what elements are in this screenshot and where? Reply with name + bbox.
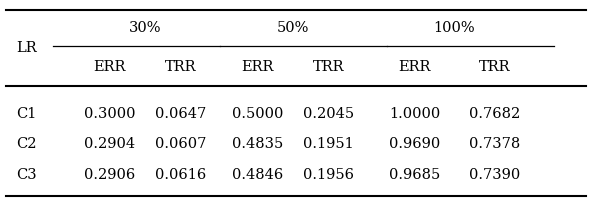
Text: 0.0616: 0.0616 [155, 168, 206, 182]
Text: 0.9690: 0.9690 [389, 138, 440, 151]
Text: C3: C3 [17, 168, 37, 182]
Text: 0.7390: 0.7390 [469, 168, 520, 182]
Text: ERR: ERR [94, 60, 126, 74]
Text: 30%: 30% [129, 21, 161, 35]
Text: 0.4835: 0.4835 [232, 138, 283, 151]
Text: 0.7682: 0.7682 [469, 107, 520, 121]
Text: LR: LR [17, 41, 37, 55]
Text: TRR: TRR [313, 60, 345, 74]
Text: ERR: ERR [398, 60, 430, 74]
Text: TRR: TRR [165, 60, 197, 74]
Text: 0.1956: 0.1956 [303, 168, 354, 182]
Text: TRR: TRR [478, 60, 510, 74]
Text: 0.9685: 0.9685 [389, 168, 440, 182]
Text: C2: C2 [17, 138, 37, 151]
Text: 0.2045: 0.2045 [303, 107, 354, 121]
Text: 0.5000: 0.5000 [232, 107, 283, 121]
Text: 0.2906: 0.2906 [84, 168, 135, 182]
Text: ERR: ERR [242, 60, 274, 74]
Text: 0.2904: 0.2904 [84, 138, 135, 151]
Text: 0.4846: 0.4846 [232, 168, 283, 182]
Text: 0.3000: 0.3000 [84, 107, 135, 121]
Text: C1: C1 [17, 107, 37, 121]
Text: 0.1951: 0.1951 [303, 138, 354, 151]
Text: 50%: 50% [277, 21, 309, 35]
Text: 1.0000: 1.0000 [389, 107, 440, 121]
Text: 0.7378: 0.7378 [469, 138, 520, 151]
Text: 0.0647: 0.0647 [155, 107, 206, 121]
Text: 0.0607: 0.0607 [155, 138, 206, 151]
Text: 100%: 100% [433, 21, 475, 35]
